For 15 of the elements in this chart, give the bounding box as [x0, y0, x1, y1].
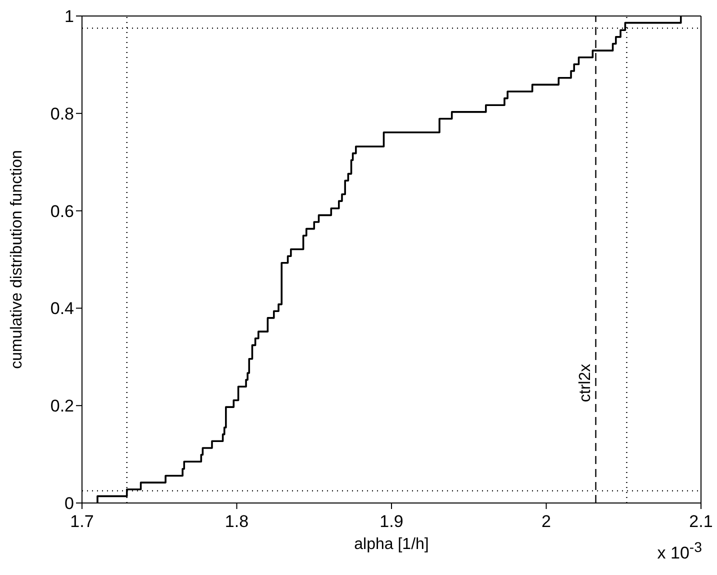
y-tick-label: 1 [64, 7, 74, 26]
x-tick-label: 1.7 [70, 512, 94, 532]
x-tick-label: 1.9 [380, 512, 404, 532]
y-tick-label: 0.8 [50, 104, 74, 124]
y-tick-label: 0.6 [50, 202, 74, 221]
text: x 10$^{-3}$ [657, 540, 702, 564]
x-tick-label: 1.8 [224, 512, 249, 532]
y-tick-label: 0.2 [50, 396, 74, 416]
y-tick-label: 0 [64, 494, 74, 514]
x-axis-title: alpha [1/h] [354, 536, 429, 553]
ref-line-label: ctrl2x [576, 364, 594, 402]
y-tick-label: 0.4 [50, 299, 74, 318]
x-tick-label: 2.1 [689, 512, 713, 532]
y-axis-title: cumulative distribution function [8, 150, 26, 369]
x-tick-label: 2 [542, 512, 551, 532]
